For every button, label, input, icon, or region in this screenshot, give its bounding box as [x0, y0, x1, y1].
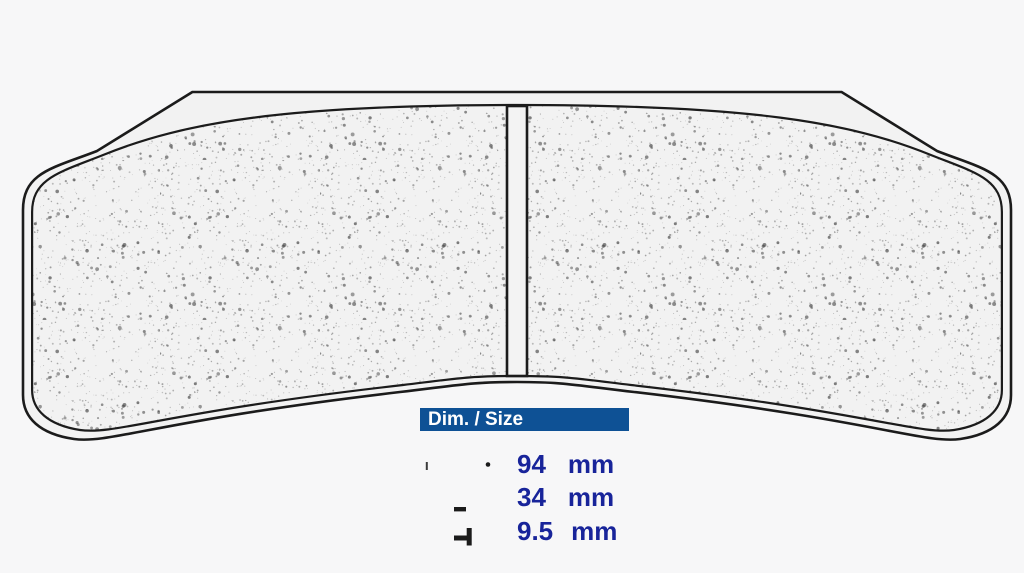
svg-text:Dim. / Size: Dim. / Size — [428, 409, 523, 430]
